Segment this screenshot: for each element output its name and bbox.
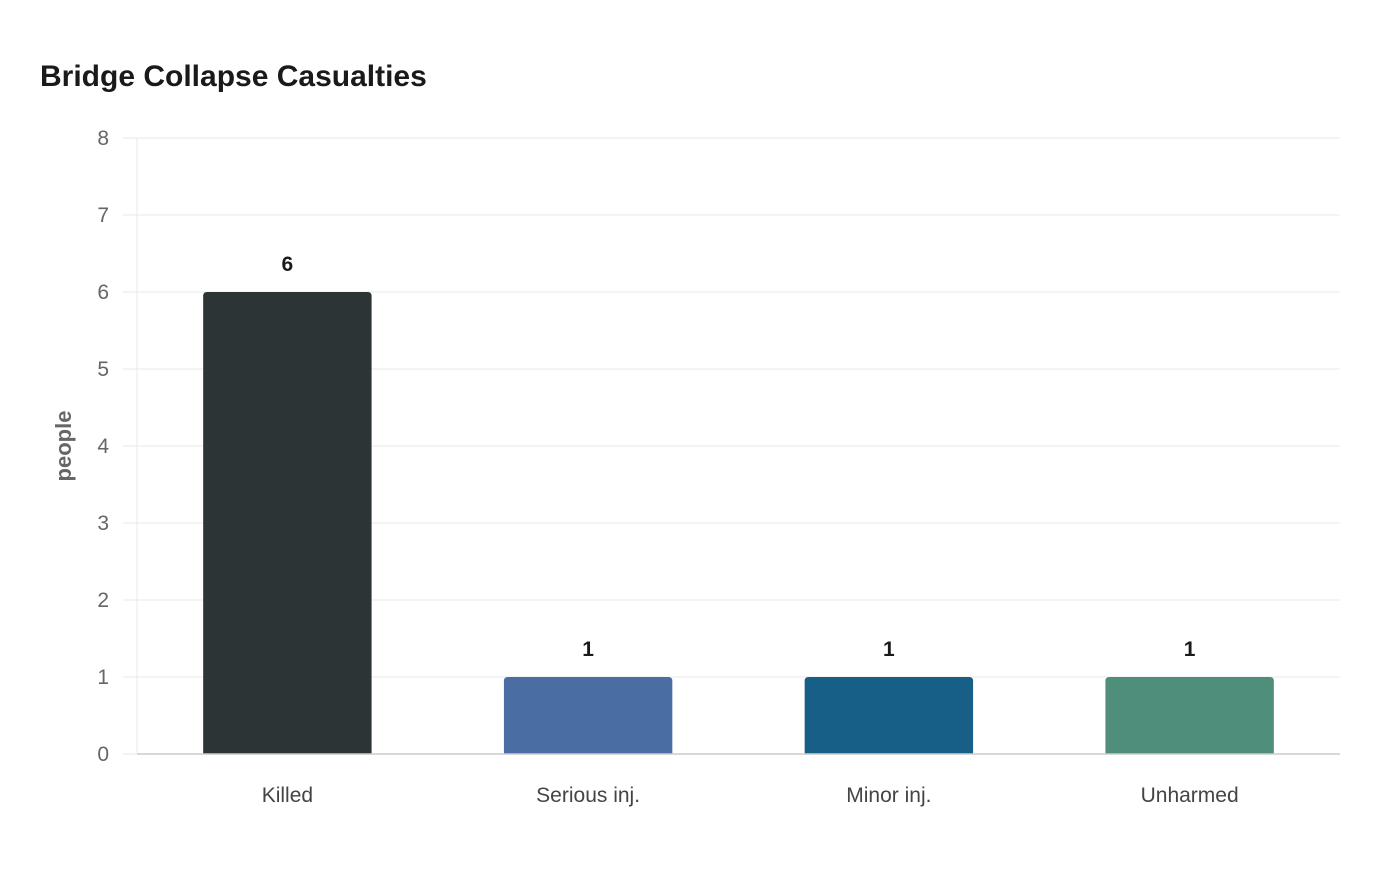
y-tick-label: 5 — [97, 358, 109, 381]
chart-title: Bridge Collapse Casualties — [40, 60, 427, 93]
x-tick-labels: Killed Serious inj. Minor inj. Unharmed — [262, 784, 1239, 807]
y-tick-label: 4 — [97, 435, 109, 458]
y-tick-label: 1 — [97, 666, 109, 689]
y-tick-label: 6 — [97, 281, 109, 304]
y-tick-label: 3 — [97, 512, 109, 535]
bar-3 — [1105, 677, 1274, 754]
x-tick-label: Serious inj. — [536, 784, 640, 807]
y-tick-label: 7 — [97, 204, 109, 227]
data-label: 1 — [1184, 638, 1196, 661]
bar-2 — [804, 677, 974, 754]
data-label: 1 — [883, 638, 895, 661]
data-label: 1 — [582, 638, 594, 661]
y-tick-label: 0 — [97, 743, 109, 766]
bar-0 — [203, 292, 372, 754]
bar-1 — [503, 677, 673, 754]
y-tick-label: 8 — [97, 127, 109, 150]
y-axis-title: people — [51, 411, 76, 482]
x-tick-label: Unharmed — [1141, 784, 1239, 807]
y-tick-label: 2 — [97, 589, 109, 612]
bars — [203, 292, 1274, 754]
axes — [136, 138, 1340, 755]
data-labels: 6 1 1 1 — [282, 253, 1196, 661]
data-label: 6 — [282, 253, 294, 276]
x-tick-label: Minor inj. — [846, 784, 931, 807]
x-tick-label: Killed — [262, 784, 313, 807]
y-tick-labels: 0 1 2 3 4 5 6 7 8 — [97, 127, 109, 766]
